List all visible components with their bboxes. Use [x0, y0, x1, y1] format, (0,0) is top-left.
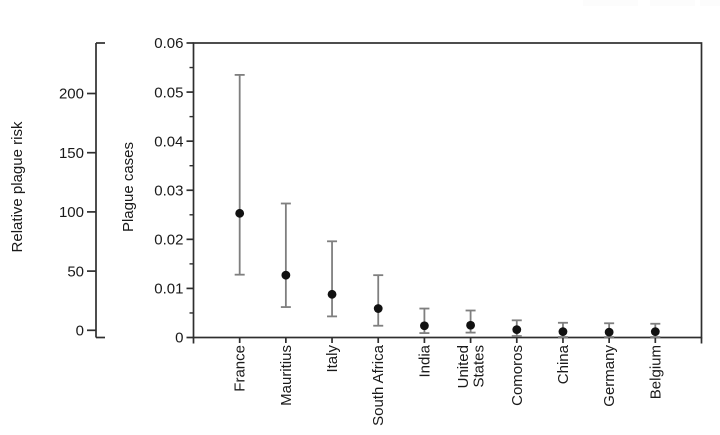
top-edge-artifact — [650, 0, 695, 6]
secondary-axis-title: Relative plague risk — [9, 121, 26, 252]
x-axis-category-label: Mauritius — [278, 345, 295, 406]
risk-axis-tick-label: 0 — [76, 323, 84, 340]
x-axis-category-label: Comoros — [509, 345, 526, 406]
y-axis-tick-label: 0.01 — [154, 281, 183, 298]
data-point — [281, 270, 291, 280]
data-point — [650, 327, 660, 337]
x-axis-category-label: Belgium — [647, 345, 664, 399]
data-point — [604, 327, 614, 337]
x-axis-category-label: States — [470, 345, 487, 388]
risk-axis-tick-label: 50 — [67, 263, 84, 280]
plot-layer: 0 0.01 0.02 0.03 0.04 0.05 0.06 France Mauritius… — [59, 35, 703, 426]
top-edge-artifact — [700, 0, 720, 6]
x-axis-category-label: India — [416, 344, 433, 377]
y-axis-tick-label: 0.05 — [154, 84, 183, 101]
plot-border — [192, 42, 703, 339]
risk-axis-tick-label: 100 — [59, 204, 84, 221]
x-axis-category-label: France — [232, 345, 249, 392]
x-axis-category-label: Italy — [324, 345, 341, 373]
x-axis-category-label: Germany — [601, 345, 618, 407]
risk-axis-tick-label: 200 — [59, 86, 84, 103]
x-axis-category-label: United — [455, 345, 472, 388]
x-axis-category-label: South Africa — [370, 344, 387, 426]
y-axis-title: Plague cases — [120, 142, 137, 232]
risk-axis-tick-label: 150 — [59, 145, 84, 162]
data-point — [235, 208, 245, 218]
y-axis-tick-label: 0 — [175, 330, 183, 347]
data-point — [327, 289, 337, 299]
top-edge-artifact — [583, 0, 638, 6]
y-axis-tick-label: 0.03 — [154, 182, 183, 199]
y-axis-tick-label: 0.06 — [154, 35, 183, 52]
data-point — [466, 320, 475, 330]
data-point — [558, 327, 568, 337]
y-axis-tick-label: 0.02 — [154, 232, 183, 249]
x-axis-category-label: China — [555, 344, 572, 384]
data-point — [512, 325, 522, 335]
data-point — [373, 304, 383, 313]
y-axis-tick-label: 0.04 — [154, 133, 183, 150]
data-point — [420, 321, 429, 331]
